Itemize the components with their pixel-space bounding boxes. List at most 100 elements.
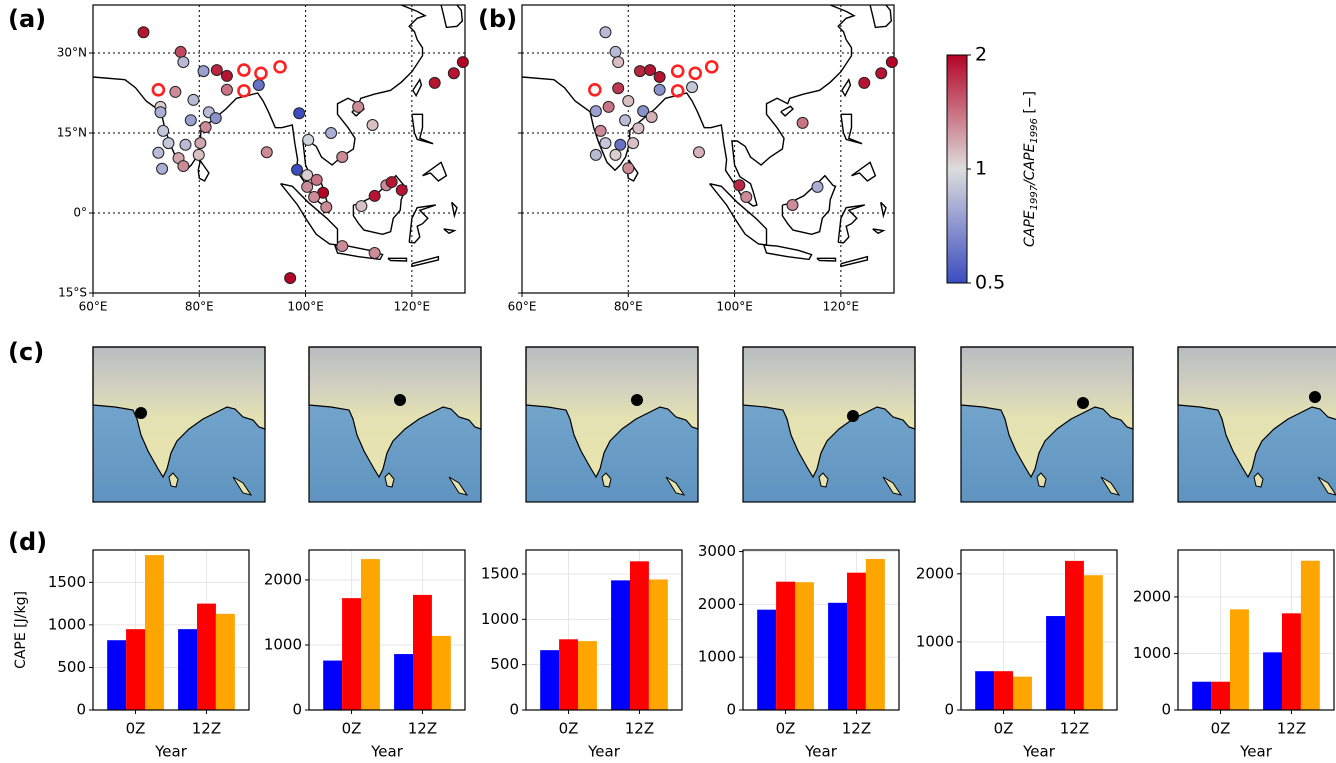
station-point [622, 95, 635, 107]
coastlines [522, 5, 893, 268]
y-tick-label: 0 [76, 701, 86, 719]
station-point [220, 83, 233, 96]
station-point [302, 133, 315, 146]
station-point [858, 76, 871, 89]
station-ring [237, 63, 251, 77]
station-point [456, 56, 469, 69]
station-ring [273, 60, 287, 74]
y-tick-label: 1000 [481, 610, 519, 628]
y-tick-label: 2000 [698, 595, 736, 613]
bar [145, 555, 164, 710]
station-point [622, 162, 635, 175]
station-point [310, 173, 323, 186]
x-tick-label: 12Z [1060, 720, 1089, 738]
station-point [325, 127, 338, 139]
map-panel: 60°E 80°E 100°E 120°E 15°S 0° 15°N 30°N [57, 4, 469, 314]
y-tick-label: 1000 [48, 615, 86, 633]
station-point [447, 67, 460, 80]
coastline [422, 161, 448, 182]
coastline [440, 5, 464, 29]
station-point [653, 83, 666, 96]
station-ring [237, 84, 251, 98]
station-ring [254, 66, 268, 81]
y-tick-label: 2000 [916, 564, 954, 582]
station-point [197, 65, 210, 78]
station-point [184, 114, 197, 127]
station-point [619, 114, 632, 127]
station-ring [704, 60, 719, 74]
coastline [522, 5, 856, 207]
plot-frame [742, 549, 900, 711]
station-point [220, 69, 233, 82]
bar [630, 561, 649, 710]
x-axis-label: Year [1239, 743, 1273, 761]
station-point [594, 124, 607, 137]
bar [540, 650, 560, 710]
station-point [156, 162, 169, 175]
coastline [841, 78, 852, 98]
station-point [162, 137, 175, 150]
coastline [408, 204, 437, 244]
station-point [355, 200, 368, 213]
colorbar-tick-label: 1 [975, 158, 987, 180]
station-point [875, 67, 888, 80]
station-point [199, 121, 212, 134]
station-point [589, 148, 602, 161]
y-tick-label: 0 [509, 701, 519, 719]
y-tick-label: 0° [73, 206, 87, 220]
bar [1065, 560, 1084, 710]
station-ring [670, 64, 685, 78]
station-point [653, 71, 666, 83]
coastline [411, 113, 434, 145]
station-point [612, 82, 625, 95]
panel-label: (d) [8, 528, 47, 556]
station-point [612, 56, 625, 69]
station-point [645, 111, 658, 123]
location-map [308, 346, 482, 503]
plot-frame [308, 549, 466, 711]
x-tick-label: 0Z [126, 720, 146, 738]
station-point [169, 85, 182, 98]
station-point [599, 137, 612, 150]
bar [1083, 575, 1103, 710]
station-point [293, 107, 306, 120]
bar [361, 559, 380, 710]
station-point [152, 146, 165, 159]
x-axis-label: Year [1022, 743, 1056, 761]
coastlines [93, 5, 464, 268]
y-tick-label: 0 [1161, 701, 1171, 719]
y-tick-label: 1500 [481, 565, 519, 583]
bar [559, 639, 578, 710]
y-tick-label: 500 [490, 655, 519, 673]
coastline [840, 113, 863, 145]
bar [107, 640, 127, 710]
bar [578, 641, 597, 710]
map-panel: 60°E 80°E 100°E 120°E [508, 4, 898, 314]
label-part: 1996 [1029, 118, 1040, 143]
y-tick-label: 2000 [1133, 587, 1171, 605]
y-tick-label: 1000 [698, 648, 736, 666]
station-point [177, 160, 190, 173]
station-point [602, 100, 615, 113]
bar [648, 579, 668, 710]
coastline [412, 78, 423, 98]
station-point [395, 184, 408, 197]
colorbar-tick-label: 0.5 [975, 272, 1005, 294]
x-tick-label: 60°E [79, 300, 108, 314]
station-point [301, 169, 314, 182]
x-tick-label: 100°E [716, 300, 753, 314]
coastline [780, 105, 795, 117]
colorbar-label: CAPE1997/CAPE1996 [−] [1022, 91, 1040, 247]
location-map [960, 346, 1134, 503]
bar [431, 635, 451, 710]
bar [197, 603, 216, 710]
x-tick-label: 120°E [394, 300, 431, 314]
station-point [692, 146, 705, 159]
station-point [336, 240, 349, 253]
x-tick-label: 100°E [287, 300, 324, 314]
x-tick-label: 80°E [614, 300, 643, 314]
map-frame [521, 4, 895, 294]
